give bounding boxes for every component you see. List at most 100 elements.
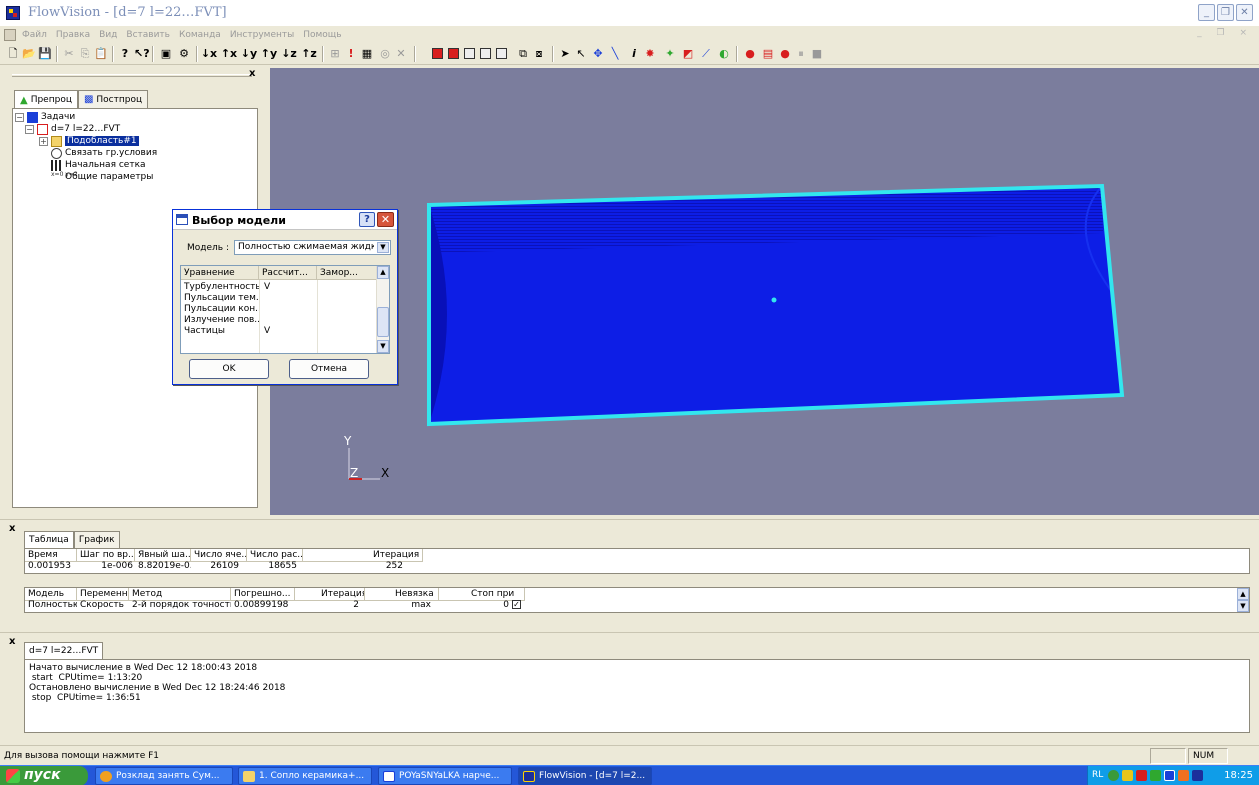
expand-icon[interactable]: +: [39, 136, 48, 146]
calculate-flag[interactable]: V: [264, 326, 271, 336]
list-item[interactable]: Пульсации тем...: [181, 293, 377, 304]
copy-icon[interactable]: ⎘: [80, 47, 90, 60]
collapse-icon[interactable]: −: [15, 112, 24, 122]
render-outline-icon[interactable]: [464, 48, 475, 59]
column-error[interactable]: Погрешно...: [231, 588, 295, 600]
layout-icon[interactable]: ⧉: [519, 47, 527, 60]
add-point-icon[interactable]: ●: [745, 47, 755, 60]
scroll-down-icon[interactable]: ▼: [377, 340, 389, 353]
stop-icon[interactable]: ■: [811, 47, 823, 60]
scroll-up-icon[interactable]: ▲: [377, 266, 389, 279]
cut-icon[interactable]: ✂: [64, 47, 74, 60]
list-item[interactable]: Пульсации кон...: [181, 304, 377, 315]
tab-graph[interactable]: График: [73, 531, 120, 548]
render-shaded-icon[interactable]: [448, 48, 459, 59]
view-up-z-icon[interactable]: ↑z: [301, 47, 317, 60]
equations-list[interactable]: Уравнение Рассчит... Замор... Турбулентн…: [180, 265, 390, 354]
column-freeze[interactable]: Замор...: [317, 266, 377, 280]
tab-table[interactable]: Таблица: [24, 531, 74, 548]
stop-checkbox[interactable]: ✓: [512, 600, 521, 609]
menu-file[interactable]: Файл: [22, 29, 47, 40]
model-dropdown[interactable]: Полностью сжимаемая жидкость ▼: [234, 240, 391, 255]
dialog-help-button[interactable]: ?: [359, 212, 375, 227]
mdi-window-controls[interactable]: _ ❐ ×: [1197, 28, 1253, 38]
column-variable[interactable]: Переменн...: [77, 588, 129, 600]
graph-icon[interactable]: ⟋: [702, 47, 710, 60]
column-time-step[interactable]: Шаг по вр...: [77, 549, 135, 561]
line-tool-icon[interactable]: ╲: [611, 47, 619, 60]
scroll-down-icon[interactable]: ▼: [1237, 600, 1249, 612]
render-frame-icon[interactable]: [496, 48, 507, 59]
grid-icon[interactable]: ⊞: [330, 47, 340, 60]
pointer-icon[interactable]: ➤: [560, 47, 570, 60]
tree-node-subdomain[interactable]: + Подобласть#1: [39, 135, 139, 147]
document-icon[interactable]: [4, 28, 16, 41]
tray-update-icon[interactable]: [1150, 770, 1161, 781]
record-icon[interactable]: ●: [780, 47, 790, 60]
tray-antivirus-icon[interactable]: [1178, 770, 1189, 781]
burst-icon[interactable]: ✸: [645, 47, 655, 60]
tree-node-initial-grid[interactable]: Начальная сетка: [51, 159, 146, 171]
render-solid-icon[interactable]: [432, 48, 443, 59]
vector-field-icon[interactable]: ✦: [665, 47, 675, 60]
taskbar-item-flowvision[interactable]: FlowVision - [d=7 l=2...: [518, 767, 652, 785]
column-iteration[interactable]: Итерация: [303, 549, 423, 561]
list-item[interactable]: Турбулентность V: [181, 282, 377, 293]
view-up-y-icon[interactable]: ↑y: [260, 47, 278, 60]
title-bar[interactable]: FlowVision - [d=7 l=22…FVT] _ ❐ ✕: [0, 0, 1259, 26]
tab-postprocessor[interactable]: ▩ Постпроц: [77, 90, 149, 108]
restore-button[interactable]: ❐: [1217, 4, 1234, 21]
menu-tools[interactable]: Инструменты: [229, 29, 295, 40]
tray-app-icon[interactable]: [1192, 770, 1203, 781]
column-calculate[interactable]: Рассчит...: [259, 266, 317, 280]
tray-arrow-icon[interactable]: [1108, 770, 1119, 781]
table-icon[interactable]: ▦: [361, 47, 373, 60]
tray-network-icon[interactable]: [1122, 770, 1133, 781]
3d-viewport[interactable]: Y Z X: [270, 68, 1259, 515]
column-iteration[interactable]: Итерация: [295, 588, 365, 600]
tab-project-log[interactable]: d=7 l=22…FVT: [24, 642, 104, 659]
context-help-icon[interactable]: ↖?: [134, 47, 150, 60]
menu-insert[interactable]: Вставить: [126, 29, 170, 40]
scroll-up-icon[interactable]: ▲: [1237, 588, 1249, 600]
column-residual[interactable]: Невязка: [365, 588, 439, 600]
dialog-title-bar[interactable]: Выбор модели ? ✕: [173, 210, 397, 230]
cancel-button[interactable]: Отмена: [289, 359, 369, 379]
calculate-flag[interactable]: [261, 315, 315, 326]
pause-icon[interactable]: ⏸: [798, 47, 804, 60]
tree-node-link-bc[interactable]: Связать гр.условия: [51, 147, 157, 159]
list-item[interactable]: Частицы V: [181, 326, 377, 337]
record-table-icon[interactable]: ▤: [762, 47, 774, 60]
tray-security-icon[interactable]: [1136, 770, 1147, 781]
close-window-button[interactable]: ✕: [1236, 4, 1253, 21]
view-up-x-icon[interactable]: ↑x: [220, 47, 238, 60]
menu-help[interactable]: Помощь: [303, 29, 342, 40]
column-model[interactable]: Модель: [25, 588, 77, 600]
screen-icon[interactable]: ▣: [160, 47, 172, 60]
save-icon[interactable]: 💾: [38, 47, 52, 60]
calculate-flag[interactable]: [261, 293, 315, 304]
dialog-close-button[interactable]: ✕: [377, 212, 394, 227]
minimize-button[interactable]: _: [1198, 4, 1215, 21]
column-method[interactable]: Метод: [129, 588, 231, 600]
menu-command[interactable]: Команда: [178, 29, 221, 40]
info-icon[interactable]: i: [632, 47, 636, 60]
select-icon[interactable]: ↖: [576, 47, 586, 60]
render-wire-icon[interactable]: [480, 48, 491, 59]
column-explicit-step[interactable]: Явный ша...: [135, 549, 191, 561]
tab-preprocessor[interactable]: ▲ Препроц: [14, 90, 78, 109]
taskbar-item-schedule[interactable]: Розклад занять Сум...: [95, 767, 233, 785]
move-icon[interactable]: ✥: [593, 47, 603, 60]
panel-grip[interactable]: [12, 74, 252, 77]
column-calc-count[interactable]: Число рас...: [247, 549, 303, 561]
column-stop-at[interactable]: Стоп при: [439, 588, 525, 600]
chevron-down-icon[interactable]: ▼: [377, 242, 389, 253]
settings-icon[interactable]: ⚙: [179, 47, 189, 60]
layout-split-icon[interactable]: ⧇: [535, 47, 543, 60]
close-log-panel-button[interactable]: x: [9, 636, 16, 647]
menu-edit[interactable]: Правка: [55, 29, 91, 40]
collapse-icon[interactable]: −: [25, 124, 34, 134]
list-item[interactable]: Излучение пов...: [181, 315, 377, 326]
help-icon[interactable]: ?: [121, 47, 129, 60]
view-down-x-icon[interactable]: ↓x: [200, 47, 218, 60]
